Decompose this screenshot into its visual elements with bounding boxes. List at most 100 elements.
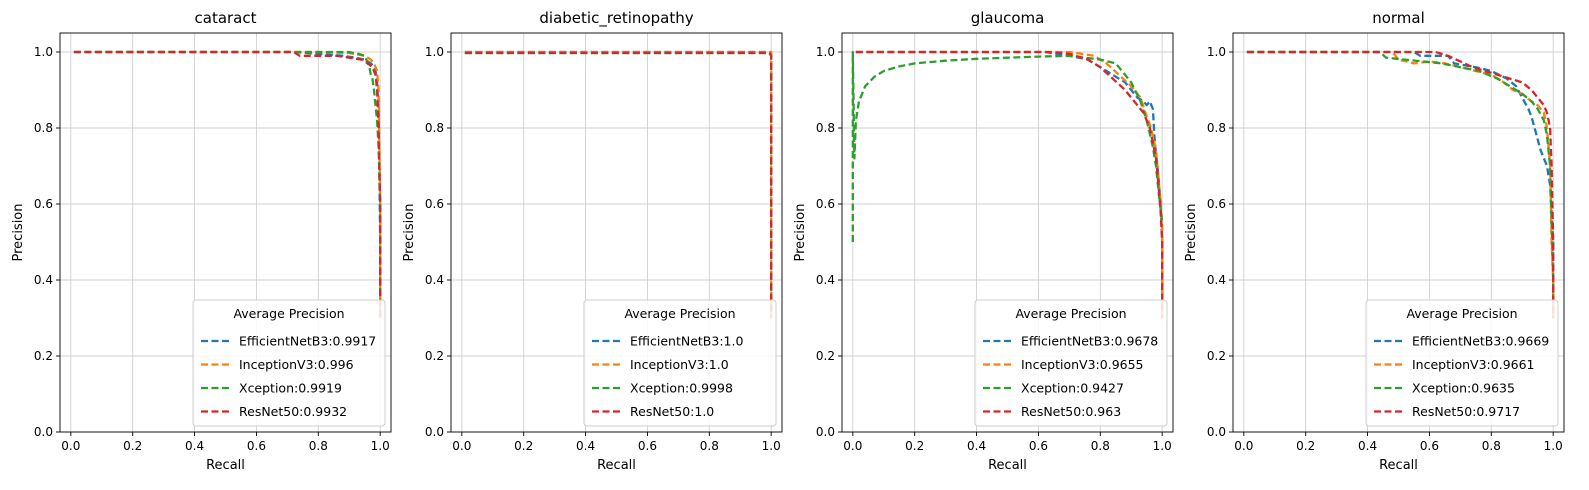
y-tick-label: 0.6 — [1207, 197, 1226, 211]
legend: Average Precision EfficientNetB3:0.9917 In… — [192, 299, 386, 427]
x-axis-label: Recall — [1379, 458, 1418, 473]
series-line-inceptionv3 — [73, 50, 382, 318]
x-tick-label: 0.8 — [309, 439, 328, 453]
series-line-inceptionv3 — [855, 50, 1164, 318]
chart-panel-diabetic-retinopathy: 0.0 0.2 0.4 0.6 0.8 1.0 0.0 0.2 0.4 0.6 0.8 1.0 diab… — [402, 9, 783, 473]
y-tick-label: 1.0 — [816, 45, 835, 59]
y-tick-label: 0.2 — [816, 349, 835, 363]
legend-box — [583, 299, 777, 427]
legend: Average Precision EfficientNetB3:0.9678 In… — [974, 299, 1168, 427]
x-tick-label: 1.0 — [371, 439, 390, 453]
x-tick-label: 1.0 — [762, 439, 781, 453]
x-tick-label: 0.6 — [638, 439, 657, 453]
series-line-efficientnetb3 — [73, 50, 382, 318]
series-line-xception — [73, 50, 382, 318]
y-tick-label: 0.8 — [1207, 121, 1226, 135]
legend-entry: InceptionV3:0.996 — [239, 357, 354, 372]
chart-panel-normal: 0.0 0.2 0.4 0.6 0.8 1.0 0.0 0.2 0.4 0.6 0.8 1.0 norm… — [1184, 9, 1565, 473]
x-tick-label: 0.8 — [700, 439, 719, 453]
legend-entry: EfficientNetB3:1.0 — [630, 334, 743, 349]
legend-entry: Xception:0.9635 — [1412, 381, 1515, 396]
legend-entry: ResNet50:0.9932 — [239, 404, 347, 419]
y-tick-label: 0.0 — [425, 425, 444, 439]
x-tick-label: 0.2 — [1296, 439, 1315, 453]
y-tick-label: 1.0 — [425, 45, 444, 59]
legend-entry: InceptionV3:1.0 — [630, 357, 729, 372]
x-tick-label: 0.6 — [247, 439, 266, 453]
plot-frame — [59, 32, 392, 433]
y-axis-label: Precision — [11, 203, 26, 261]
legend-box — [192, 299, 386, 427]
series-line-xception — [851, 50, 1164, 242]
x-tick-label: 0.2 — [514, 439, 533, 453]
legend-title: Average Precision — [624, 306, 735, 321]
x-tick-label: 0.0 — [1234, 439, 1253, 453]
x-tick-label: 0.0 — [843, 439, 862, 453]
y-tick-label: 0.4 — [34, 273, 53, 287]
x-tick-label: 0.4 — [1358, 439, 1377, 453]
y-tick-label: 0.0 — [816, 425, 835, 439]
x-tick-label: 0.6 — [1029, 439, 1048, 453]
series-line-inceptionv3 — [464, 50, 773, 318]
plot-frame — [1232, 32, 1565, 433]
y-tick-label: 1.0 — [34, 45, 53, 59]
legend-entry: InceptionV3:0.9661 — [1412, 357, 1535, 372]
series-line-xception — [1246, 50, 1555, 318]
x-tick-label: 0.6 — [1420, 439, 1439, 453]
x-tick-label: 0.2 — [905, 439, 924, 453]
x-tick-label: 0.8 — [1091, 439, 1110, 453]
legend-entry: ResNet50:0.963 — [1021, 404, 1121, 419]
legend: Average Precision EfficientNetB3:1.0 Incep… — [583, 299, 777, 427]
x-tick-label: 0.0 — [61, 439, 80, 453]
y-tick-label: 0.0 — [1207, 425, 1226, 439]
y-tick-label: 0.4 — [816, 273, 835, 287]
y-tick-label: 0.2 — [34, 349, 53, 363]
series-line-resnet50 — [464, 51, 773, 318]
y-tick-label: 0.6 — [34, 197, 53, 211]
x-tick-label: 0.4 — [967, 439, 986, 453]
legend-box — [974, 299, 1168, 427]
y-tick-label: 0.8 — [34, 121, 53, 135]
y-tick-label: 0.2 — [425, 349, 444, 363]
series-line-resnet50 — [73, 50, 382, 318]
series-line-xception — [464, 51, 773, 318]
legend-entry: Xception:0.9998 — [630, 381, 733, 396]
x-axis-label: Recall — [597, 458, 636, 473]
legend-entry: ResNet50:1.0 — [630, 404, 714, 419]
x-tick-label: 0.0 — [452, 439, 471, 453]
legend-entry: EfficientNetB3:0.9669 — [1412, 334, 1549, 349]
plot-frame — [450, 32, 783, 433]
y-tick-label: 0.4 — [1207, 273, 1226, 287]
y-axis-label: Precision — [402, 203, 417, 261]
y-tick-label: 1.0 — [1207, 45, 1226, 59]
x-axis-label: Recall — [988, 458, 1027, 473]
y-tick-label: 0.8 — [816, 121, 835, 135]
chart-title: diabetic_retinopathy — [539, 9, 693, 28]
y-tick-label: 0.0 — [34, 425, 53, 439]
series-line-efficientnetb3 — [855, 50, 1164, 318]
legend-entry: EfficientNetB3:0.9678 — [1021, 334, 1158, 349]
x-axis-label: Recall — [206, 458, 245, 473]
chart-title: normal — [1372, 9, 1425, 27]
y-axis-label: Precision — [1184, 203, 1199, 261]
y-tick-label: 0.4 — [425, 273, 444, 287]
series-line-resnet50 — [855, 50, 1164, 318]
chart-panel-cataract: 0.0 0.2 0.4 0.6 0.8 1.0 0.0 0.2 0.4 0.6 0.8 1.0 cata… — [11, 9, 392, 473]
y-tick-label: 0.6 — [425, 197, 444, 211]
plot-frame — [841, 32, 1174, 433]
chart-panel-glaucoma: 0.0 0.2 0.4 0.6 0.8 1.0 0.0 0.2 0.4 0.6 0.8 1.0 glau… — [793, 9, 1174, 473]
legend-entry: Xception:0.9427 — [1021, 381, 1124, 396]
legend-title: Average Precision — [1015, 306, 1126, 321]
x-tick-label: 0.8 — [1482, 439, 1501, 453]
x-tick-label: 1.0 — [1544, 439, 1563, 453]
chart-title: glaucoma — [971, 9, 1045, 27]
legend-entry: InceptionV3:0.9655 — [1021, 357, 1144, 372]
chart-title: cataract — [195, 9, 257, 27]
legend: Average Precision EfficientNetB3:0.9669 In… — [1365, 299, 1559, 427]
y-tick-label: 0.6 — [816, 197, 835, 211]
y-tick-label: 0.2 — [1207, 349, 1226, 363]
legend-title: Average Precision — [233, 306, 344, 321]
legend-entry: EfficientNetB3:0.9917 — [239, 334, 376, 349]
series-line-inceptionv3 — [1246, 50, 1555, 318]
